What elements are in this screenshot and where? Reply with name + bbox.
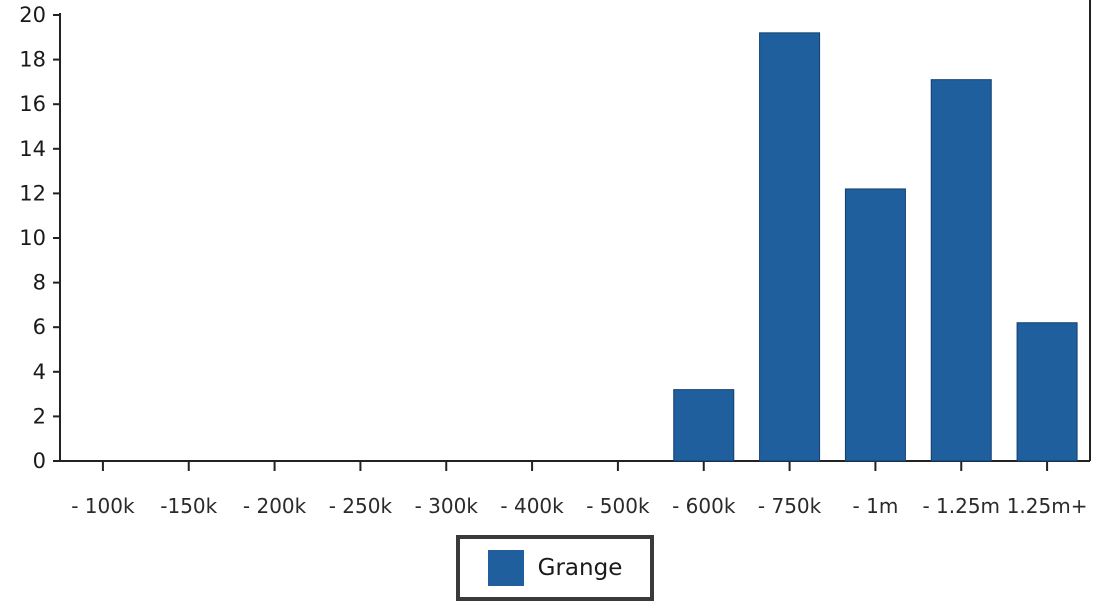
y-tick-label: 10	[19, 226, 46, 250]
x-tick-label: 1.25m+	[1007, 494, 1088, 518]
y-tick-label: 4	[33, 360, 46, 384]
x-tick-label: - 400k	[500, 494, 564, 518]
x-tick-label: - 250k	[329, 494, 393, 518]
y-tick-label: 20	[19, 3, 46, 27]
x-tick-label: - 200k	[243, 494, 307, 518]
legend-label: Grange	[537, 555, 623, 581]
x-tick-label: - 500k	[586, 494, 650, 518]
x-tick-label: - 300k	[415, 494, 479, 518]
bar	[930, 79, 992, 462]
x-tick-label: - 1m	[853, 494, 899, 518]
legend-swatch	[487, 550, 524, 586]
y-tick-label: 0	[33, 449, 46, 473]
bar	[844, 188, 906, 462]
y-tick-label: 14	[19, 137, 46, 161]
y-tick-label: 2	[33, 404, 46, 428]
bar	[759, 32, 821, 462]
y-tick-label: 18	[19, 48, 46, 72]
x-tick-label: -150k	[160, 494, 217, 518]
y-tick-label: 6	[33, 315, 46, 339]
y-tick-label: 12	[19, 181, 46, 205]
x-tick-label: - 600k	[672, 494, 736, 518]
x-tick-label: - 1.25m	[922, 494, 1000, 518]
x-tick-label: - 750k	[758, 494, 822, 518]
x-tick-label: - 100k	[71, 494, 135, 518]
y-tick-label: 16	[19, 92, 46, 116]
bar	[1016, 322, 1078, 462]
bar	[673, 389, 735, 462]
y-tick-label: 8	[33, 271, 46, 295]
legend: Grange	[456, 535, 654, 601]
